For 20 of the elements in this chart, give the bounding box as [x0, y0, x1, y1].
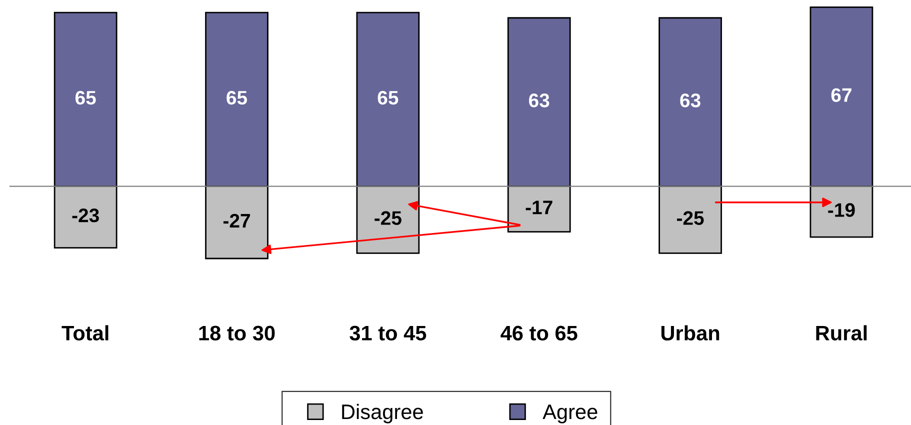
- legend-label: Disagree: [342, 404, 423, 424]
- x-tick-label: Rural: [816, 325, 867, 341]
- data-label: -25: [374, 211, 402, 225]
- data-label: -27: [223, 214, 250, 228]
- data-label: 67: [831, 88, 852, 102]
- x-tick-label: 31 to 45: [350, 326, 426, 341]
- x-tick-label: 18 to 30: [199, 326, 275, 341]
- data-label: -23: [72, 208, 99, 222]
- x-tick-label: Urban: [661, 325, 720, 341]
- x-tick-label: 46 to 65: [500, 326, 578, 341]
- data-label: 63: [680, 94, 700, 108]
- data-label: 63: [529, 94, 550, 108]
- legend-label: Agree: [542, 404, 598, 424]
- data-label: 65: [75, 90, 96, 105]
- data-label: -17: [526, 200, 552, 214]
- data-label: -25: [676, 211, 704, 225]
- data-label: 65: [226, 90, 248, 105]
- data-label: 65: [378, 90, 398, 105]
- x-tick-label: Total: [62, 325, 108, 341]
- data-label: -19: [828, 203, 855, 217]
